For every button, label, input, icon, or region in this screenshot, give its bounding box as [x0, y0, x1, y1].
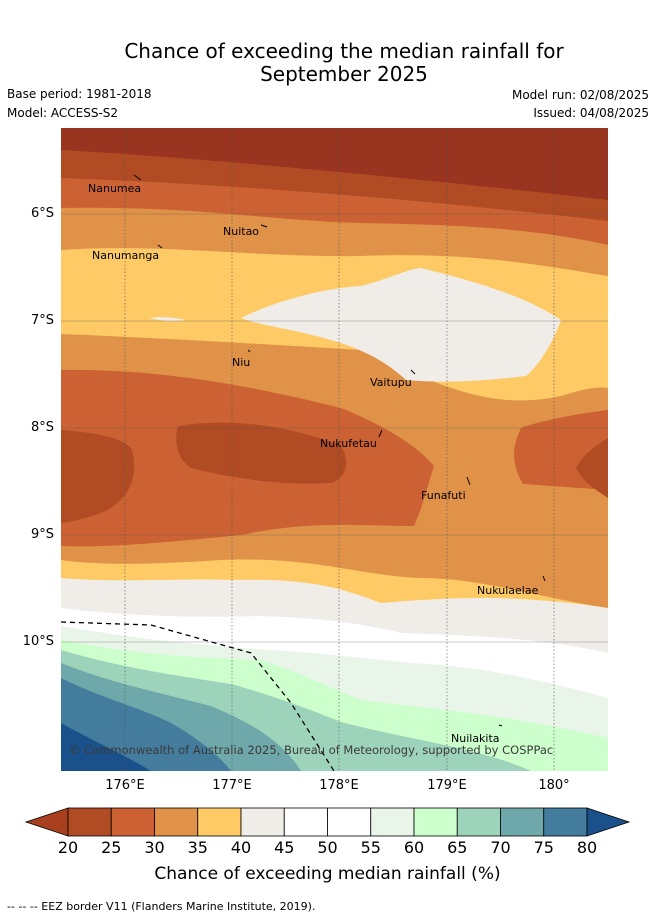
copyright-notice: © Commonwealth of Australia 2025, Bureau…	[69, 743, 553, 757]
model-name: Model: ACCESS-S2	[7, 106, 119, 120]
colorbar-cell	[67, 807, 112, 837]
map-title: Chance of exceeding the median rainfall …	[0, 40, 655, 86]
colorbar-tick-label: 80	[576, 838, 598, 857]
colorbar-cell	[154, 807, 199, 837]
colorbar-tick-label: 50	[317, 838, 338, 857]
place-label: Nuitao	[223, 225, 259, 238]
colorbar-arrow-low	[24, 807, 69, 837]
lat-label: 6°S	[30, 206, 54, 221]
lon-label: 179°E	[427, 778, 467, 793]
place-label: Nukufetau	[320, 437, 377, 450]
colorbar-cell	[413, 807, 458, 837]
colorbar-tick-label: 75	[533, 838, 554, 857]
place-label: Nanumea	[88, 182, 141, 195]
band-45-central	[241, 268, 561, 382]
place-label: Vaitupu	[370, 376, 412, 389]
band-25-east	[576, 438, 608, 498]
band-25-west	[61, 430, 135, 523]
band-above-80	[61, 723, 151, 771]
model-run: Model run: 02/08/2025	[511, 88, 649, 102]
colorbar-tick-label: 65	[447, 838, 468, 857]
lat-label: 10°S	[22, 634, 54, 649]
colorbar-cell	[283, 807, 328, 837]
colorbar-arrow-high	[586, 807, 631, 837]
colorbar-tick-label: 25	[101, 838, 122, 857]
place-label: Nukulaelae	[477, 584, 539, 597]
colorbar-cell	[370, 807, 415, 837]
colorbar-tick-label: 20	[57, 838, 79, 857]
band-25-center	[176, 422, 347, 484]
eez-legend-note: -- -- -- EEZ border V11 (Flanders Marine…	[7, 900, 316, 913]
colorbar-cell	[456, 807, 501, 837]
colorbar	[24, 807, 631, 837]
band-45-west	[149, 317, 186, 322]
lon-label: 177°E	[212, 778, 252, 793]
colorbar-title: Chance of exceeding median rainfall (%)	[154, 864, 501, 884]
place-label: Funafuti	[421, 489, 466, 502]
colorbar-tick-label: 60	[403, 838, 425, 857]
place-label: Nuilakita	[451, 732, 500, 745]
lat-gridlines	[61, 213, 608, 643]
issued-date: Issued: 04/08/2025	[533, 106, 649, 120]
colorbar-tick-label: 55	[360, 838, 381, 857]
colorbar-cell	[110, 807, 155, 837]
island-marks	[133, 174, 546, 727]
gridlines	[124, 128, 555, 771]
colorbar-tick-label: 30	[144, 838, 165, 857]
colorbar-tick-label: 40	[230, 838, 252, 857]
title-line-1: Chance of exceeding the median rainfall …	[124, 39, 564, 63]
base-period: Base period: 1981-2018	[7, 87, 152, 101]
title-line-2: September 2025	[260, 62, 428, 86]
lat-label: 9°S	[30, 527, 54, 542]
colorbar-cell	[197, 807, 242, 837]
colorbar-cell	[240, 807, 285, 837]
colorbar-cell	[327, 807, 372, 837]
colorbar-cell	[500, 807, 545, 837]
lon-label: 180°	[538, 778, 570, 793]
colorbar-tick-label: 35	[187, 838, 208, 857]
lon-label: 176°E	[105, 778, 145, 793]
place-label: Nanumanga	[92, 249, 159, 262]
colorbar-cells	[24, 807, 631, 837]
lat-label: 8°S	[30, 420, 54, 435]
colorbar-tick-label: 70	[490, 838, 511, 857]
colorbar-tick-label: 45	[274, 838, 295, 857]
lon-label: 178°E	[319, 778, 359, 793]
eez-border	[61, 621, 335, 771]
lat-label: 7°S	[30, 313, 54, 328]
rainfall-map: Nanumea Nuitao Nanumanga Niu Vaitupu Nuk…	[61, 128, 608, 771]
place-label: Niu	[232, 356, 250, 369]
colorbar-cell	[543, 807, 588, 837]
